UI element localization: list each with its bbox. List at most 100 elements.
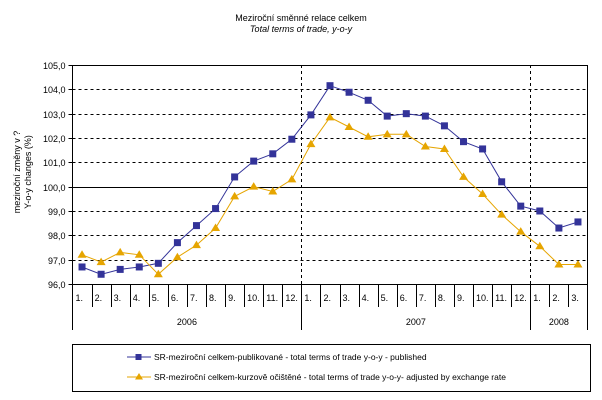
x-tick-label: 11.	[266, 293, 278, 303]
series-line	[81, 116, 578, 275]
chart-title: Meziroční směnné relace celkem	[235, 13, 367, 23]
y-tick-label: 100,0	[43, 183, 66, 193]
data-point-triangle	[77, 250, 87, 258]
year-label: 2008	[549, 317, 569, 327]
series-2	[77, 112, 583, 278]
year-label: 2007	[406, 317, 426, 327]
data-point-square	[402, 110, 410, 118]
data-point-square	[460, 138, 468, 146]
data-point-square	[135, 263, 143, 271]
data-point-square	[97, 270, 105, 278]
data-point-triangle	[401, 129, 411, 138]
data-point-square	[536, 207, 544, 215]
x-axis: 1. 2. 3. 4. 5. 6. 7. 8. 9. 10. 11. 12. 1. 2. 3. 4. 5. 6. 7…	[76, 284, 579, 330]
data-point-square	[231, 173, 239, 181]
data-point-triangle	[363, 132, 373, 140]
y-axis-title: meziroční změny v ? Y-o-y changes (%)	[12, 131, 33, 214]
data-point-triangle	[115, 247, 125, 256]
data-point-square	[440, 122, 448, 130]
data-point-triangle	[134, 250, 144, 258]
x-tick-label: 3.	[343, 293, 351, 303]
y-axis-title-line: meziroční změny v ?	[12, 131, 22, 214]
data-point-square	[517, 202, 525, 210]
data-point-square	[421, 112, 429, 120]
series-layer	[77, 82, 583, 278]
data-point-triangle	[478, 189, 488, 197]
data-point-square	[326, 82, 334, 90]
x-tick-label: 9.	[457, 293, 465, 303]
legend-item: SR-meziroční celkem-kurzově očištěné - t…	[127, 372, 506, 382]
data-point-triangle	[516, 227, 526, 235]
x-tick-label: 6.	[171, 293, 179, 303]
data-point-square	[498, 178, 506, 186]
data-point-square	[307, 111, 315, 119]
x-tick-label: 2.	[552, 293, 560, 303]
x-tick-label: 9.	[228, 293, 236, 303]
x-tick-label: 12.	[514, 293, 527, 303]
data-point-triangle	[497, 210, 507, 218]
data-point-triangle	[287, 174, 297, 183]
x-tick-label: 1.	[304, 293, 312, 303]
data-point-triangle	[230, 191, 240, 200]
data-point-triangle	[344, 122, 354, 131]
data-point-square	[192, 222, 200, 230]
data-point-triangle	[459, 172, 469, 180]
year-label: 2006	[177, 317, 197, 327]
data-point-square	[78, 263, 86, 271]
data-point-square	[269, 150, 277, 158]
data-point-triangle	[325, 112, 335, 121]
data-point-triangle	[573, 260, 583, 268]
data-point-triangle	[172, 252, 182, 261]
y-tick-label: 98,0	[48, 231, 66, 241]
legend-label: SR-meziroční celkem-publikované - total …	[154, 352, 427, 362]
legend: SR-meziroční celkem-publikované - total …	[72, 344, 591, 392]
y-axis-ticks: 96,0 97,0 98,0 99,0 100,0 101,0 102,0 103,0 104,…	[43, 61, 73, 290]
data-point-triangle	[554, 260, 564, 268]
x-tick-label: 7.	[419, 293, 427, 303]
data-point-square	[364, 96, 372, 104]
data-point-square	[154, 259, 162, 267]
x-tick-label: 4.	[133, 293, 141, 303]
series-1	[78, 82, 582, 278]
data-point-triangle	[535, 241, 545, 250]
x-tick-label: 5.	[381, 293, 389, 303]
y-tick-label: 97,0	[48, 256, 66, 266]
y-tick-label: 99,0	[48, 207, 66, 217]
data-point-triangle	[382, 129, 392, 138]
x-tick-label: 1.	[76, 293, 84, 303]
x-tick-label: 11.	[495, 293, 507, 303]
data-point-square	[250, 157, 258, 165]
x-tick-label: 6.	[400, 293, 408, 303]
x-tick-label: 1.	[533, 293, 541, 303]
axes	[72, 65, 588, 330]
data-point-triangle	[211, 223, 221, 232]
x-tick-label: 2.	[323, 293, 331, 303]
x-tick-label: 12.	[285, 293, 298, 303]
y-tick-label: 96,0	[48, 280, 66, 290]
legend-box	[72, 344, 591, 392]
y-tick-label: 104,0	[43, 85, 66, 95]
y-tick-label: 105,0	[43, 61, 66, 71]
data-point-square	[116, 265, 124, 273]
x-tick-label: 4.	[362, 293, 370, 303]
gridlines	[72, 65, 588, 284]
data-point-triangle	[268, 187, 278, 195]
chart-title-block: Meziroční směnné relace celkem Total ter…	[0, 13, 602, 35]
data-point-triangle	[153, 269, 163, 278]
y-tick-label: 102,0	[43, 134, 66, 144]
data-point-triangle	[191, 240, 201, 249]
x-tick-label: 2.	[95, 293, 103, 303]
y-axis-title-line: Y-o-y changes (%)	[23, 135, 33, 209]
legend-marker-square	[135, 354, 142, 360]
x-tick-label: 7.	[190, 293, 198, 303]
data-point-square	[212, 205, 220, 213]
x-tick-label: 10.	[476, 293, 489, 303]
data-point-square	[555, 224, 563, 232]
data-point-square	[574, 218, 582, 226]
data-point-triangle	[439, 144, 449, 152]
y-tick-label: 103,0	[43, 110, 66, 120]
x-tick-label: 3.	[114, 293, 122, 303]
y-tick-label: 101,0	[43, 158, 66, 168]
legend-item: SR-meziroční celkem-publikované - total …	[127, 352, 427, 362]
x-tick-label: 8.	[438, 293, 446, 303]
